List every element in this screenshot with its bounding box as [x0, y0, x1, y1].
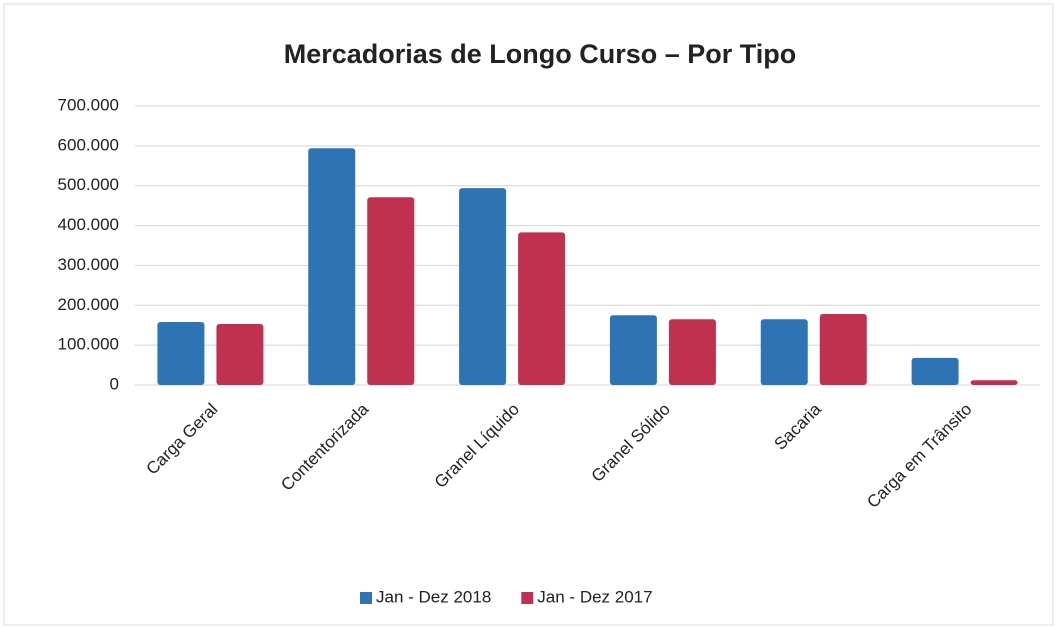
chart-title: Mercadorias de Longo Curso – Por Tipo [284, 39, 797, 69]
y-tick-label: 300.000 [58, 255, 119, 274]
y-tick-label: 200.000 [58, 295, 119, 314]
bar [367, 197, 415, 385]
legend-swatch [521, 592, 534, 604]
bar [459, 188, 507, 385]
bar [609, 315, 657, 385]
legend-swatch [360, 592, 372, 604]
y-tick-label: 100.000 [58, 335, 119, 354]
bar [819, 314, 867, 385]
y-tick-label: 600.000 [58, 135, 119, 154]
bar [911, 357, 959, 385]
bar [308, 148, 356, 385]
bar [668, 319, 716, 385]
y-tick-label: 400.000 [58, 215, 119, 234]
y-tick-label: 0 [110, 374, 119, 393]
bar [518, 232, 566, 385]
y-tick-label: 700.000 [58, 95, 119, 114]
bar [970, 380, 1018, 385]
y-tick-label: 500.000 [58, 175, 119, 194]
legend-label: Jan - Dez 2018 [376, 587, 491, 606]
legend-label: Jan - Dez 2017 [537, 587, 652, 606]
bar [157, 322, 205, 385]
bar [760, 319, 808, 385]
bar [216, 324, 264, 385]
